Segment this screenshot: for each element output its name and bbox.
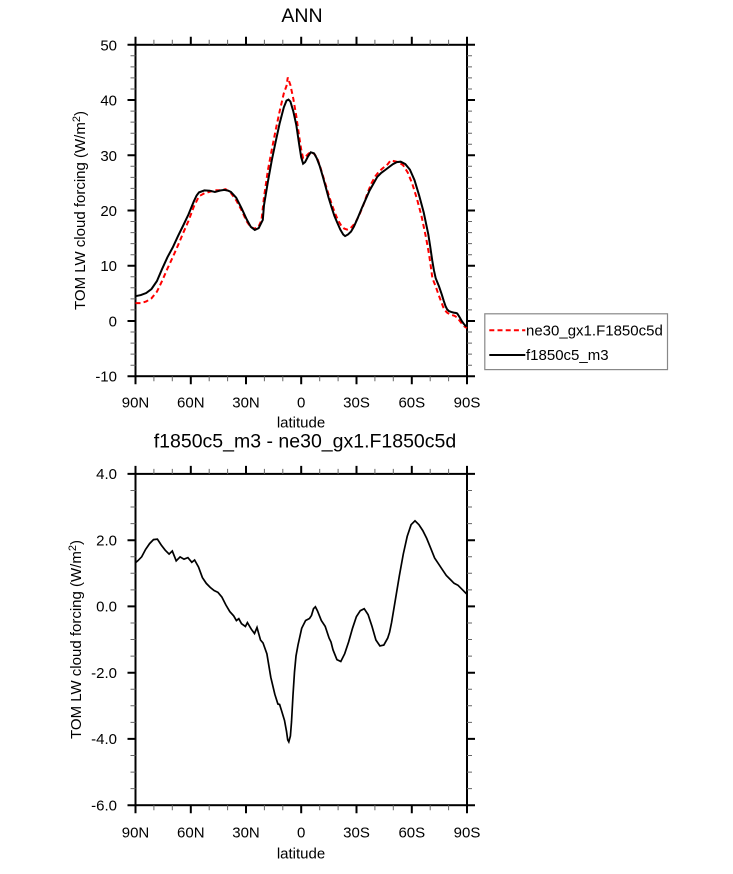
svg-text:40: 40: [100, 93, 117, 110]
svg-text:ne30_gx1.F1850c5d: ne30_gx1.F1850c5d: [526, 323, 663, 340]
svg-text:4.0: 4.0: [96, 466, 117, 483]
svg-text:TOM LW cloud forcing (W/m2): TOM LW cloud forcing (W/m2): [71, 111, 89, 310]
svg-text:0: 0: [109, 314, 117, 331]
svg-text:latitude: latitude: [277, 846, 325, 863]
svg-text:10: 10: [100, 258, 117, 275]
svg-text:50: 50: [100, 37, 117, 54]
svg-text:0: 0: [297, 395, 305, 412]
svg-text:0: 0: [297, 825, 305, 842]
svg-text:0.0: 0.0: [96, 599, 117, 616]
svg-text:30S: 30S: [343, 395, 370, 412]
svg-text:90S: 90S: [454, 395, 481, 412]
svg-text:latitude: latitude: [277, 415, 325, 432]
svg-text:30S: 30S: [343, 825, 370, 842]
svg-text:30N: 30N: [232, 825, 260, 842]
svg-text:-10: -10: [95, 369, 117, 386]
svg-text:60S: 60S: [398, 825, 425, 842]
svg-text:30N: 30N: [232, 395, 260, 412]
svg-text:-4.0: -4.0: [91, 731, 117, 748]
svg-text:-6.0: -6.0: [91, 797, 117, 814]
svg-text:ANN: ANN: [281, 5, 322, 27]
svg-text:20: 20: [100, 203, 117, 220]
svg-text:f1850c5_m3: f1850c5_m3: [526, 347, 609, 364]
svg-text:f1850c5_m3 - ne30_gx1.F1850c5d: f1850c5_m3 - ne30_gx1.F1850c5d: [154, 431, 456, 453]
svg-text:60S: 60S: [398, 395, 425, 412]
svg-text:60N: 60N: [177, 395, 205, 412]
svg-text:TOM LW cloud forcing (W/m2): TOM LW cloud forcing (W/m2): [67, 540, 85, 739]
svg-text:2.0: 2.0: [96, 532, 117, 549]
svg-text:30: 30: [100, 148, 117, 165]
svg-text:60N: 60N: [177, 825, 205, 842]
svg-text:-2.0: -2.0: [91, 665, 117, 682]
svg-text:90N: 90N: [122, 825, 150, 842]
svg-text:90N: 90N: [122, 395, 150, 412]
svg-text:90S: 90S: [454, 825, 481, 842]
